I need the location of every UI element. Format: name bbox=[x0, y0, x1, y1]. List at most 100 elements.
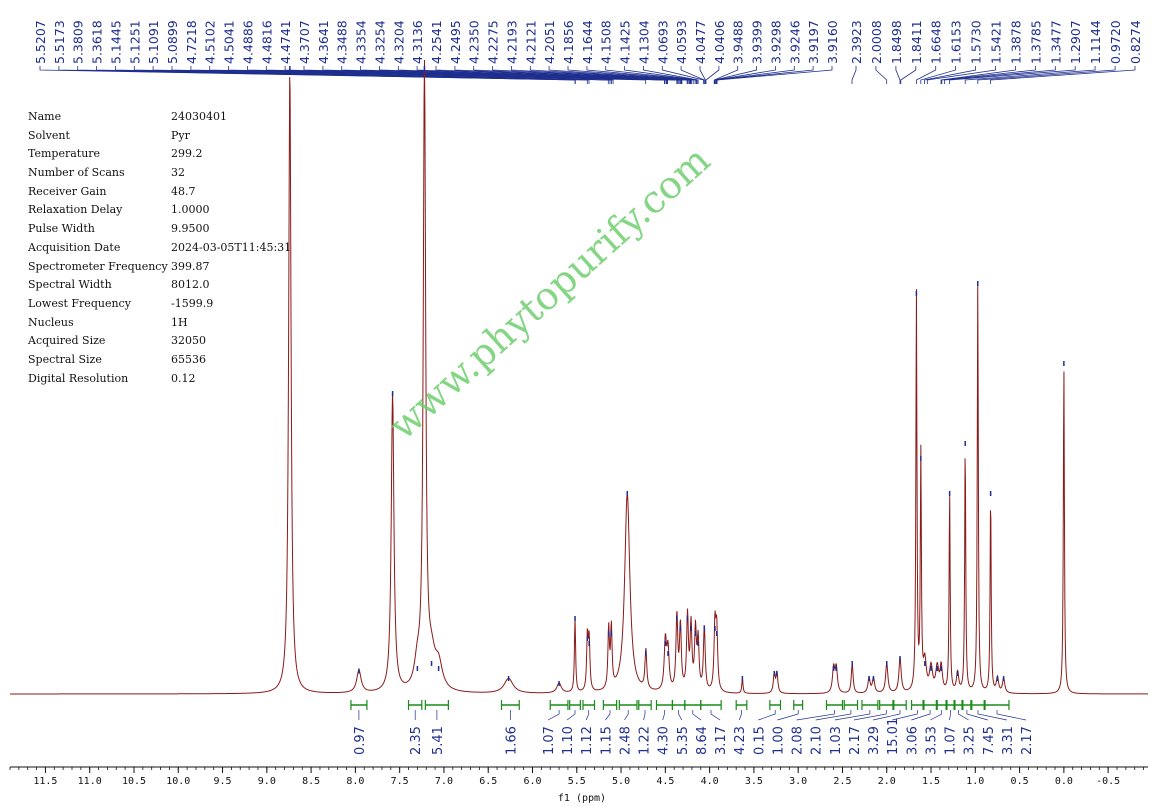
integral-value-label: 1.12 bbox=[580, 726, 595, 755]
peak-shift-label: 4.0693 bbox=[655, 20, 670, 64]
param-key: Acquisition Date bbox=[28, 240, 121, 254]
x-tick-label: 0.5 bbox=[1011, 776, 1029, 787]
x-tick-label: 7.5 bbox=[391, 776, 409, 787]
integral-connector bbox=[966, 710, 988, 721]
param-row: Digital Resolution 0.12 bbox=[28, 370, 291, 389]
peak-label-connector bbox=[977, 66, 1116, 84]
integral-connector bbox=[566, 710, 576, 721]
integral-connector bbox=[996, 710, 1027, 721]
x-tick-label: 3.5 bbox=[745, 776, 763, 787]
peak-label-connector bbox=[916, 66, 937, 84]
peak-label-connector bbox=[924, 66, 976, 84]
peak-shift-label: 4.4816 bbox=[259, 20, 274, 64]
peak-label-connector bbox=[605, 66, 697, 84]
integral-value-label: 1.10 bbox=[561, 726, 576, 755]
param-key: Lowest Frequency bbox=[28, 296, 131, 310]
param-value: 1H bbox=[171, 315, 188, 329]
peak-shift-label: 3.9246 bbox=[787, 20, 802, 64]
integral-connector bbox=[643, 710, 646, 721]
param-value: Pyr bbox=[171, 128, 190, 142]
integral-connector bbox=[605, 710, 611, 721]
peak-shift-label: 3.9197 bbox=[806, 20, 821, 64]
peak-shift-label: 4.3204 bbox=[391, 20, 406, 64]
param-value: 399.87 bbox=[171, 259, 210, 273]
x-tick-label: 4.5 bbox=[656, 776, 674, 787]
integral-value-label: 2.10 bbox=[810, 726, 825, 755]
peak-shift-label: 5.1251 bbox=[127, 20, 142, 64]
param-key: Solvent bbox=[28, 128, 70, 142]
peak-shift-label: 1.1144 bbox=[1088, 20, 1103, 64]
param-row: Acquisition Date 2024-03-05T11:45:31 bbox=[28, 239, 291, 258]
peak-label-connector bbox=[926, 66, 996, 84]
peak-label-connector bbox=[944, 66, 1056, 84]
peak-label-connector bbox=[661, 66, 704, 84]
peak-label-connector bbox=[548, 66, 692, 84]
x-tick-label: 7.0 bbox=[435, 776, 453, 787]
peak-shift-label: 1.5421 bbox=[989, 20, 1004, 64]
x-tick-label: 8.5 bbox=[302, 776, 320, 787]
peak-label-connector bbox=[511, 66, 691, 84]
peak-shift-label: 3.9160 bbox=[825, 20, 840, 64]
integral-value-label: 2.17 bbox=[848, 726, 863, 755]
peak-label-connector bbox=[643, 66, 699, 84]
integral-connector bbox=[547, 710, 560, 721]
peak-label-connector bbox=[716, 66, 833, 84]
x-tick-label: 8.0 bbox=[346, 776, 364, 787]
peak-label-connector bbox=[715, 66, 776, 84]
x-tick-label: 9.5 bbox=[214, 776, 232, 787]
peak-label-connector bbox=[900, 66, 917, 84]
integral-connector bbox=[777, 710, 799, 721]
peak-shift-label: 4.1304 bbox=[636, 20, 651, 64]
x-tick-label: 5.5 bbox=[568, 776, 586, 787]
x-tick-label: 6.5 bbox=[479, 776, 497, 787]
peak-shift-label: 4.3488 bbox=[335, 20, 350, 64]
peak-label-connector bbox=[895, 66, 901, 84]
x-axis-label: f1 (ppm) bbox=[558, 793, 606, 804]
integral-value-label: 2.35 bbox=[409, 726, 424, 755]
integral-value-label: 1.15 bbox=[599, 726, 614, 755]
peak-shift-label: 1.8498 bbox=[889, 20, 904, 64]
integral-connector bbox=[738, 710, 742, 721]
integral-connector bbox=[624, 710, 629, 721]
peak-shift-label: 4.2275 bbox=[486, 20, 501, 64]
peak-label-connector bbox=[920, 66, 956, 84]
x-tick-label: 1.5 bbox=[922, 776, 940, 787]
param-value: 1.0000 bbox=[171, 203, 210, 217]
peak-label-connector bbox=[949, 66, 1076, 84]
integral-value-label: 4.30 bbox=[657, 726, 672, 755]
peak-shift-label: 4.3707 bbox=[297, 20, 312, 64]
param-value: 32050 bbox=[171, 334, 206, 348]
peak-shift-label: 4.1508 bbox=[599, 20, 614, 64]
integral-value-label: 5.41 bbox=[431, 726, 446, 755]
param-value: 48.7 bbox=[171, 184, 196, 198]
x-tick-label: 10.5 bbox=[122, 776, 146, 787]
peak-shift-label: 3.9298 bbox=[768, 20, 783, 64]
peak-shift-label: 4.2121 bbox=[523, 20, 538, 64]
peak-label-connector bbox=[990, 66, 1136, 84]
peak-label-connector bbox=[454, 66, 688, 84]
peak-shift-label: 4.7218 bbox=[184, 20, 199, 64]
peak-shift-label: 4.4886 bbox=[240, 20, 255, 64]
peak-shift-label: 5.3618 bbox=[90, 20, 105, 64]
x-tick-label: 9.0 bbox=[258, 776, 276, 787]
integral-connector bbox=[585, 710, 590, 721]
param-key: Receiver Gain bbox=[28, 184, 107, 198]
peak-shift-label: 4.0477 bbox=[693, 20, 708, 64]
param-row: Spectrometer Frequency 399.87 bbox=[28, 258, 291, 277]
peak-shift-label: 4.4741 bbox=[278, 20, 293, 64]
integral-connector bbox=[911, 710, 931, 721]
peak-shift-label: 4.2350 bbox=[467, 20, 482, 64]
peak-shift-label: 3.9488 bbox=[731, 20, 746, 64]
integral-value-label: 3.29 bbox=[867, 726, 882, 755]
peak-shift-label: 3.9399 bbox=[750, 20, 765, 64]
peak-shift-label: 1.6153 bbox=[949, 20, 964, 64]
peak-shift-label: 0.8274 bbox=[1128, 20, 1143, 64]
peak-shift-label: 4.1856 bbox=[561, 20, 576, 64]
param-key: Spectral Size bbox=[28, 352, 102, 366]
param-row: Spectral Width 8012.0 bbox=[28, 276, 291, 295]
peak-shift-label: 0.9720 bbox=[1108, 20, 1123, 64]
x-tick-label: 10.0 bbox=[166, 776, 190, 787]
x-tick-label: 1.0 bbox=[966, 776, 984, 787]
param-value: 0.12 bbox=[171, 371, 196, 385]
param-row: Spectral Size 65536 bbox=[28, 351, 291, 370]
